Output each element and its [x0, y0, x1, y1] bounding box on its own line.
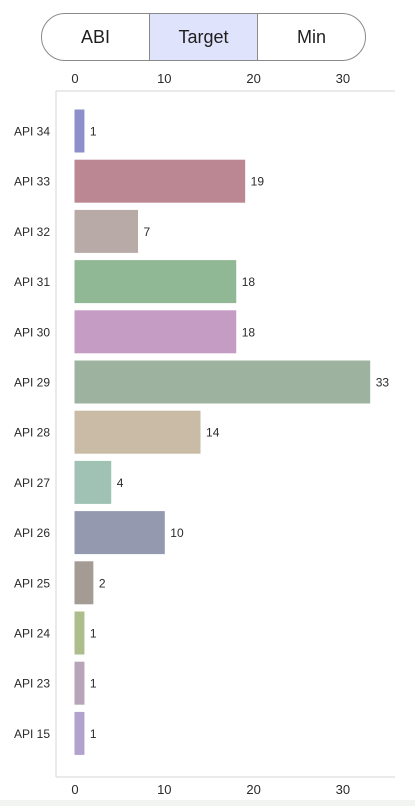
category-label: API 34	[14, 125, 50, 139]
bar-value-label: 18	[242, 275, 256, 289]
category-label: API 25	[14, 576, 50, 590]
bar	[74, 159, 246, 203]
bar-value-label: 2	[99, 576, 106, 590]
bar-value-label: 1	[90, 677, 97, 691]
bar-value-label: 14	[206, 426, 220, 440]
bottom-edge	[0, 800, 415, 806]
category-label: API 15	[14, 727, 50, 741]
category-label: API 26	[14, 526, 50, 540]
target-filter-segmented-control: ABI Target Min	[41, 13, 366, 61]
bar-value-label: 4	[117, 476, 124, 490]
bar	[74, 209, 139, 253]
bar-value-label: 1	[90, 125, 97, 139]
segment-min[interactable]: Min	[257, 14, 365, 60]
category-label: API 31	[14, 275, 50, 289]
category-label: API 24	[14, 627, 50, 641]
bar	[74, 460, 112, 504]
category-label: API 32	[14, 225, 50, 239]
x-tick-label-top: 0	[71, 71, 78, 86]
category-label: API 29	[14, 376, 50, 390]
bar	[74, 611, 85, 655]
bar	[74, 711, 85, 755]
x-tick-label-bottom: 10	[157, 782, 171, 797]
segment-target[interactable]: Target	[149, 14, 257, 60]
x-tick-label-bottom: 30	[336, 782, 350, 797]
x-tick-label-top: 30	[336, 71, 350, 86]
bar-value-label: 10	[170, 526, 184, 540]
bar-value-label: 18	[242, 325, 256, 339]
x-tick-label-bottom: 0	[71, 782, 78, 797]
api-level-bar-chart: 0 0 10 10 20 20 30 30 API 34 1 API 33 19 API 32 7 API …	[0, 64, 415, 806]
category-label: API 28	[14, 426, 50, 440]
segment-abi[interactable]: ABI	[80, 26, 110, 47]
bar	[74, 561, 94, 605]
x-tick-label-top: 20	[246, 71, 260, 86]
category-label: API 30	[14, 325, 50, 339]
bar	[74, 661, 85, 705]
bar	[74, 310, 237, 354]
category-label: API 33	[14, 175, 50, 189]
bar	[74, 109, 85, 153]
bar	[74, 511, 165, 555]
bar	[74, 360, 371, 404]
x-tick-label-top: 10	[157, 71, 171, 86]
chart-svg: 0 0 10 10 20 20 30 30 API 34 1 API 33 19 API 32 7 API …	[14, 71, 395, 797]
x-tick-label-bottom: 20	[246, 782, 260, 797]
bar-value-label: 19	[251, 175, 265, 189]
bar-value-label: 1	[90, 627, 97, 641]
category-label: API 27	[14, 476, 50, 490]
bar	[74, 260, 237, 304]
bar-value-label: 1	[90, 727, 97, 741]
bar-value-label: 33	[376, 376, 390, 390]
category-label: API 23	[14, 677, 50, 691]
bar	[74, 410, 201, 454]
bar-value-label: 7	[144, 225, 151, 239]
